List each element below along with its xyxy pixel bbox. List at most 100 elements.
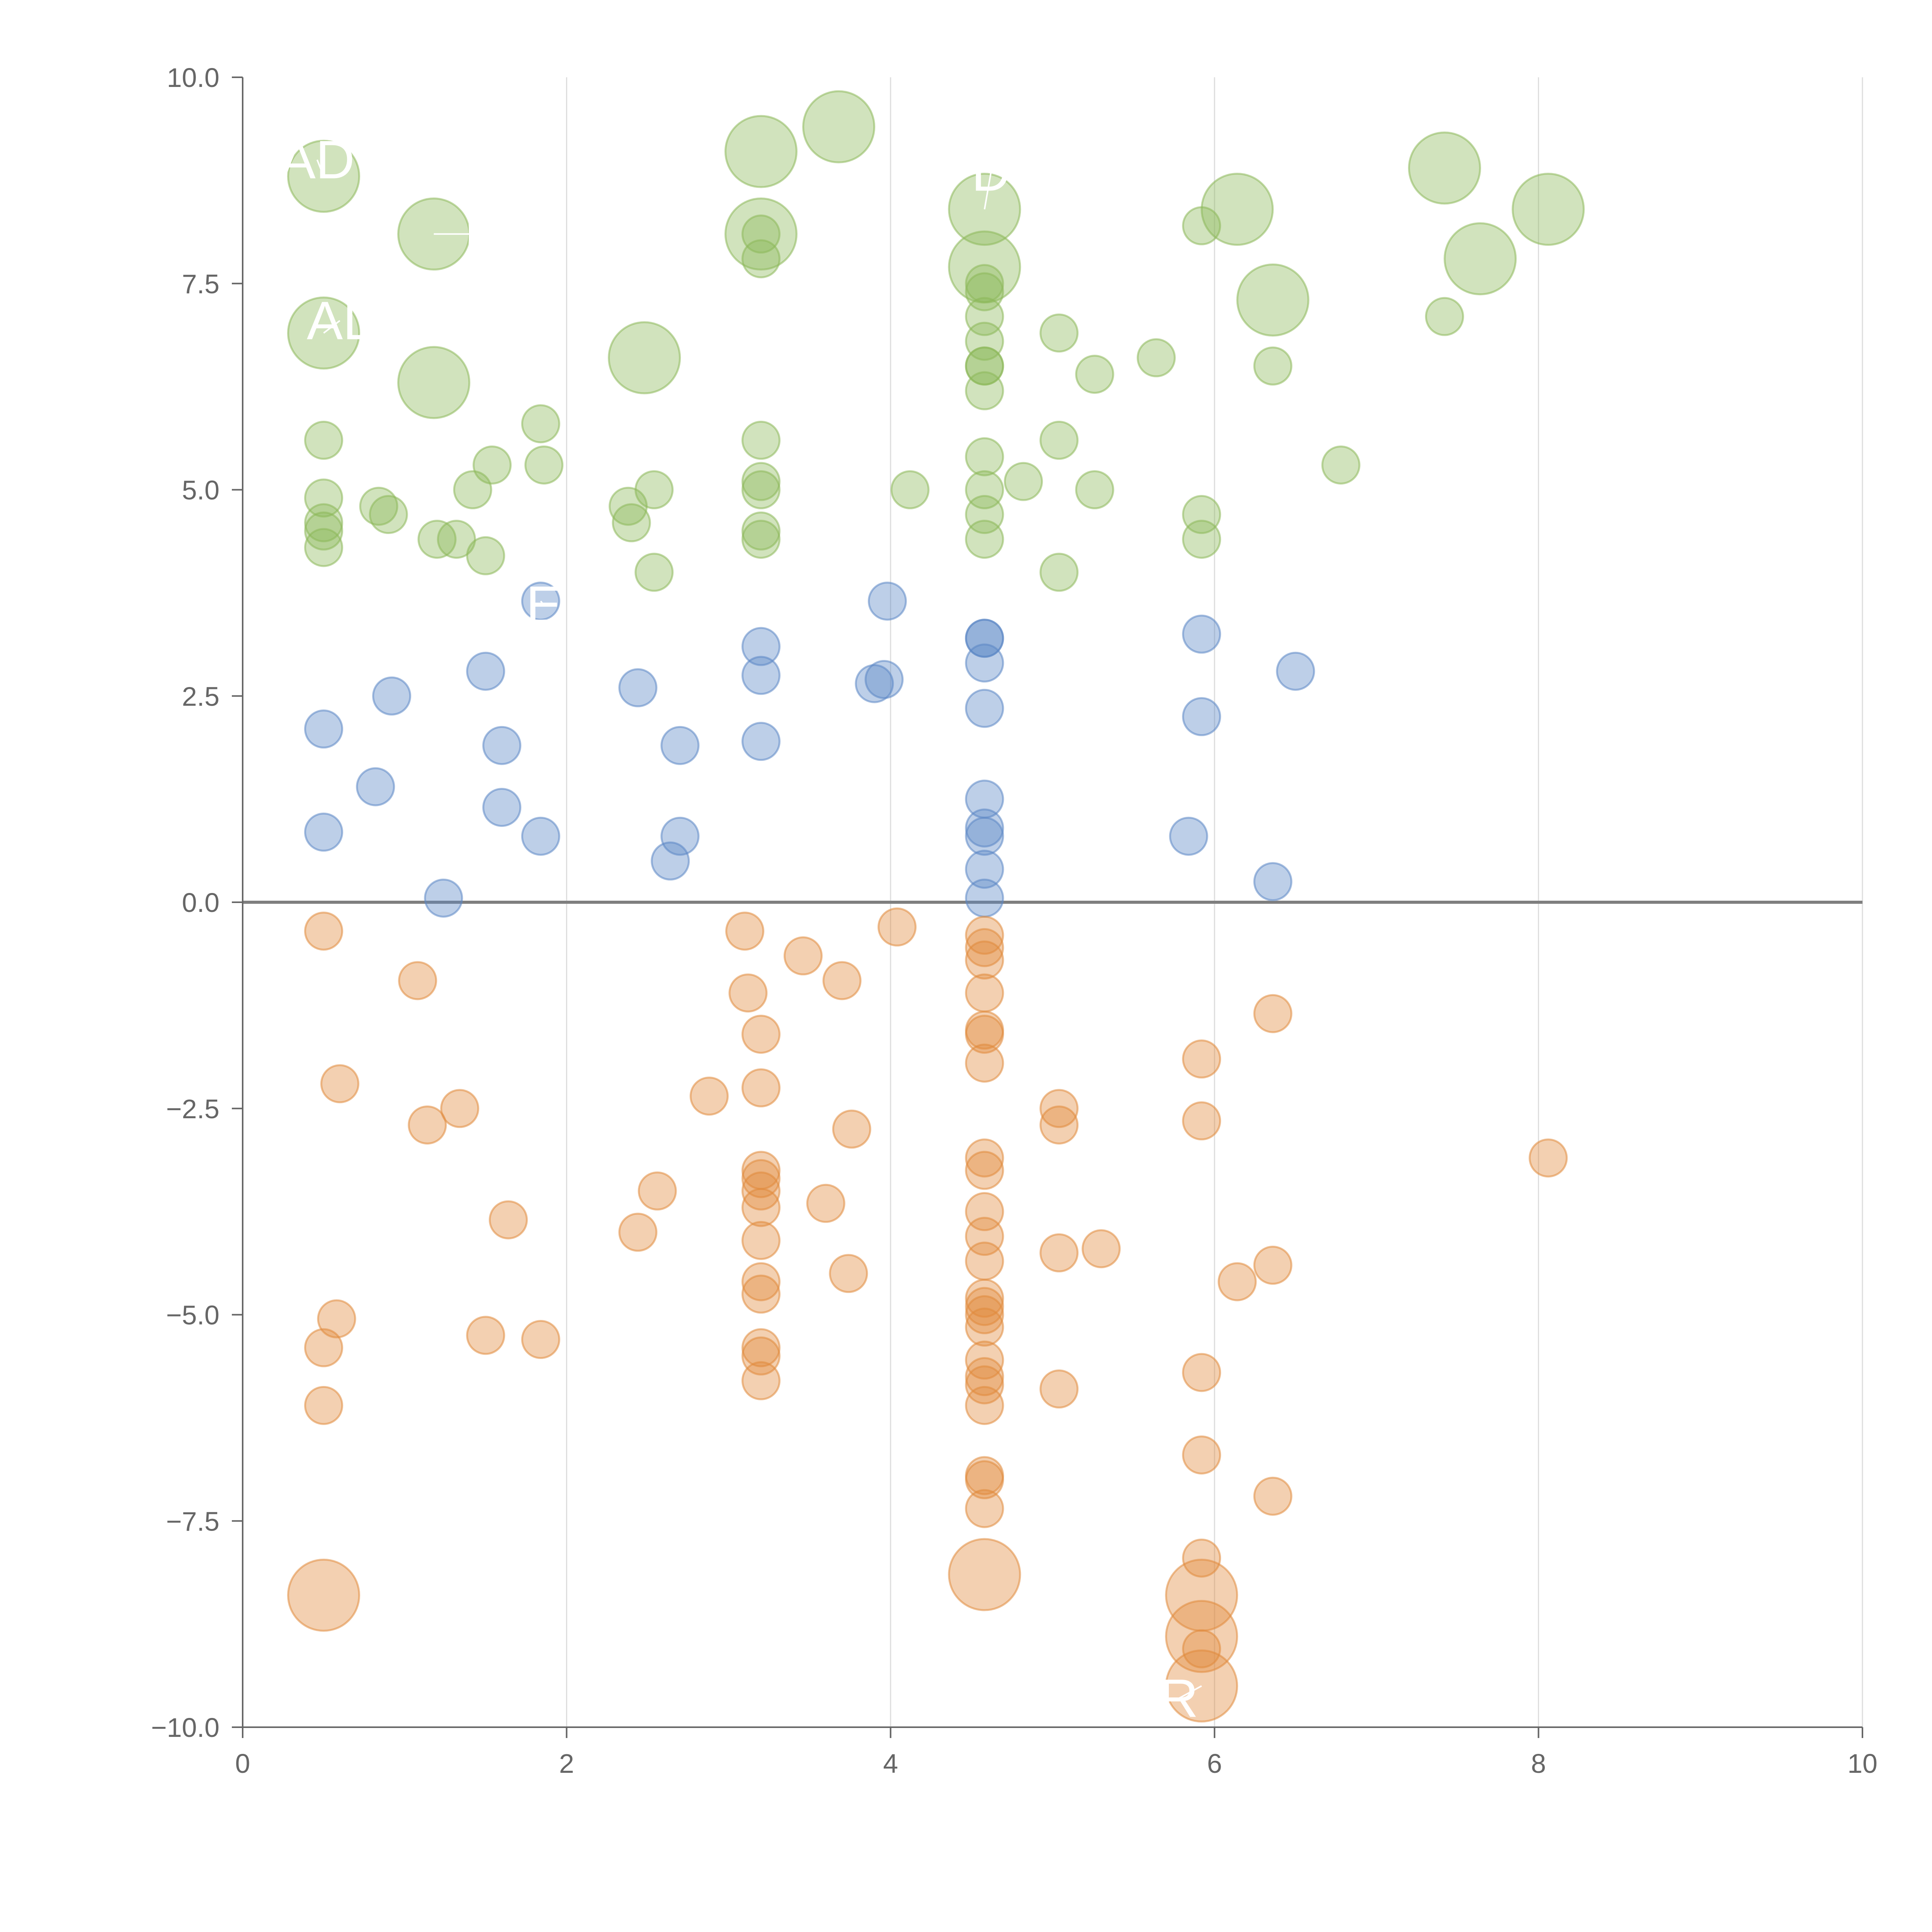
green-point <box>1004 462 1043 501</box>
orange-point <box>287 1558 361 1632</box>
blue-point <box>965 643 1004 683</box>
y-tick-label: 7.5 <box>182 269 219 299</box>
orange-point <box>741 1068 781 1107</box>
orange-point <box>618 1213 658 1252</box>
green-point <box>1253 346 1293 386</box>
y-tick-label: −2.5 <box>166 1094 219 1124</box>
blue-point <box>867 582 907 621</box>
blue-point <box>1182 614 1221 654</box>
orange-point <box>1218 1262 1257 1301</box>
label-leader-line <box>1179 1685 1202 1699</box>
blue-point <box>1182 697 1221 736</box>
orange-point <box>1082 1229 1121 1269</box>
label-leader-lines <box>316 159 1202 1699</box>
point-labels: AD AL E E D R <box>280 129 1199 1729</box>
blue-point <box>304 813 344 852</box>
point-label: D <box>971 142 1010 202</box>
blue-point <box>618 668 658 707</box>
orange-point <box>965 1308 1004 1347</box>
orange-point <box>965 1287 1004 1326</box>
green-point <box>1075 355 1114 394</box>
green-point <box>1182 520 1221 559</box>
y-tick-label: 2.5 <box>182 681 219 711</box>
orange-point <box>741 1015 781 1054</box>
orange-point <box>1039 1369 1079 1409</box>
green-point <box>524 445 564 485</box>
green-point <box>473 445 512 485</box>
orange-point <box>1182 1039 1221 1079</box>
blue-point <box>521 816 560 856</box>
green-point <box>1408 131 1481 205</box>
label-leader-line <box>316 159 325 177</box>
green-point <box>1182 206 1221 245</box>
orange-point <box>741 1171 781 1211</box>
green-point <box>741 239 781 279</box>
orange-point <box>741 1221 781 1260</box>
orange-point <box>1182 1629 1221 1668</box>
orange-point <box>440 1089 480 1128</box>
label-leader-line <box>540 600 545 606</box>
orange-point <box>965 1151 1004 1190</box>
blue-point <box>965 808 1004 848</box>
x-tick-label: 0 <box>235 1748 250 1779</box>
blue-point <box>304 709 344 749</box>
orange-point <box>1253 1245 1293 1285</box>
orange-point <box>317 1299 356 1338</box>
green-point <box>612 503 651 543</box>
orange-point <box>1182 1353 1221 1392</box>
green-point <box>304 420 344 460</box>
point-label: AL <box>307 290 373 351</box>
orange-point <box>304 1328 344 1367</box>
data-points <box>287 90 1585 1723</box>
orange-point <box>965 940 1004 980</box>
blue-point <box>482 726 522 765</box>
green-point <box>1136 338 1176 378</box>
point-label: E <box>464 204 500 264</box>
orange-point <box>965 1489 1004 1528</box>
green-point <box>437 520 476 559</box>
orange-point <box>728 973 768 1013</box>
orange-point <box>965 973 1004 1013</box>
blue-point <box>660 816 700 856</box>
green-point <box>1075 470 1114 509</box>
orange-point <box>1182 1538 1221 1578</box>
green-point <box>369 495 408 534</box>
orange-point <box>829 1254 868 1293</box>
orange-point <box>965 1279 1004 1318</box>
y-tick-label: 5.0 <box>182 475 219 505</box>
blue-point <box>855 664 894 703</box>
orange-point <box>878 907 917 947</box>
blue-point <box>741 627 781 666</box>
orange-point <box>965 928 1004 967</box>
blue-point <box>1253 862 1293 901</box>
green-point <box>1321 445 1361 485</box>
orange-point <box>1039 1105 1079 1145</box>
y-tick-label: −7.5 <box>166 1506 219 1536</box>
green-point <box>965 520 1004 559</box>
green-point <box>890 470 930 509</box>
blue-point <box>965 878 1004 918</box>
green-point <box>965 264 1004 303</box>
x-tick-label: 10 <box>1847 1748 1878 1779</box>
orange-point <box>965 1295 1004 1334</box>
x-tick-label: 6 <box>1207 1748 1222 1779</box>
orange-point <box>965 1357 1004 1396</box>
axes: 0 2 4 6 8 10 −10.0 −7.5 −5.0 −2.5 0.0 2.5 5.0 7.5 10.0 <box>151 63 1878 1779</box>
orange-point <box>965 1365 1004 1405</box>
y-tick-label: 0.0 <box>182 888 219 918</box>
green-point <box>634 470 674 509</box>
blue-point <box>356 767 395 806</box>
green-point <box>741 470 781 509</box>
blue-point <box>864 660 904 699</box>
orange-point <box>466 1316 505 1355</box>
label-leader-line <box>983 172 992 209</box>
x-tick-label: 8 <box>1531 1748 1546 1779</box>
orange-point <box>1529 1138 1568 1178</box>
green-point <box>741 420 781 460</box>
blue-point <box>1276 651 1315 691</box>
orange-point <box>1039 1233 1079 1272</box>
blue-point <box>741 656 781 695</box>
blue-point <box>965 816 1004 856</box>
green-point <box>1236 263 1310 337</box>
orange-point <box>408 1105 447 1145</box>
